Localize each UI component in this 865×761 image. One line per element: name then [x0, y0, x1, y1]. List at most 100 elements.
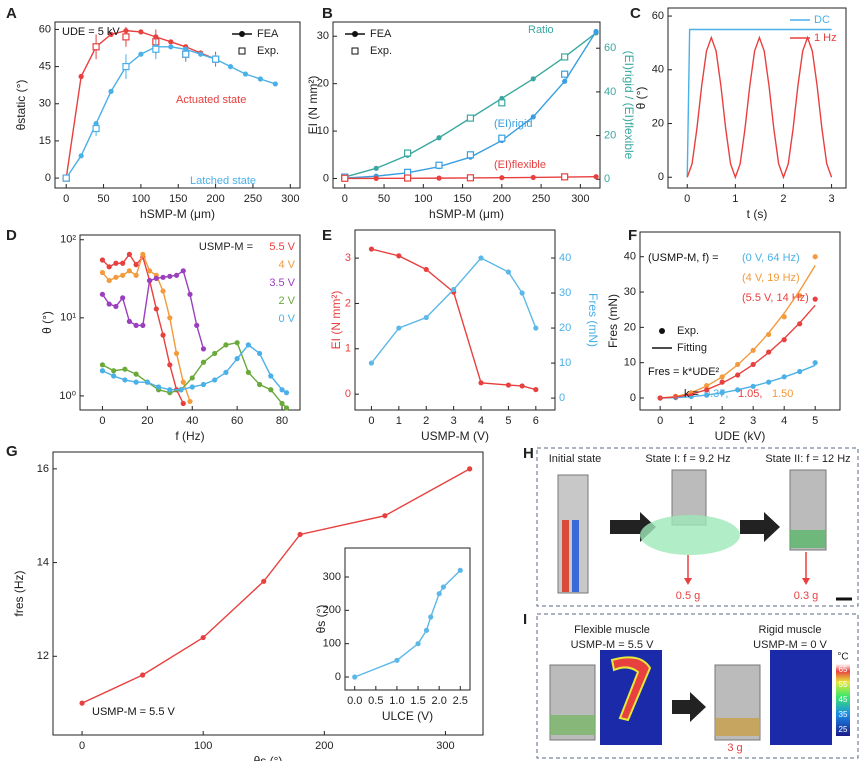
data-point — [212, 350, 218, 357]
data-point — [440, 584, 446, 590]
y-tick-label: 300 — [323, 571, 341, 583]
data-point — [467, 466, 473, 472]
x-tick-label: 200 — [206, 193, 224, 205]
data-point — [423, 266, 429, 273]
data-point — [212, 377, 218, 383]
legend-label: Exp. — [677, 325, 699, 337]
data-point — [272, 81, 278, 87]
data-point — [519, 383, 525, 389]
data-point — [133, 322, 139, 328]
y-tick-label: 14 — [37, 556, 49, 568]
series-line — [660, 265, 816, 399]
data-point — [268, 387, 274, 393]
data-point — [168, 44, 174, 50]
y-tick-label: 10⁰ — [59, 390, 76, 402]
photo-caption: State I: f = 9.2 Hz — [645, 453, 730, 465]
x-tick-label: 2 — [780, 193, 786, 205]
x-tick-label: 100 — [194, 740, 212, 752]
y-tick-label: 10 — [317, 125, 329, 137]
legend-label: FEA — [370, 28, 392, 40]
data-point — [593, 28, 599, 35]
y2-tick-label: 10 — [559, 357, 571, 369]
y-axis-label: Fres (mN) — [606, 294, 620, 348]
x-tick-label: 5 — [812, 415, 818, 427]
data-point — [423, 627, 430, 633]
colorbar-tick-label: 45 — [839, 695, 848, 704]
y-axis-label: θs (°) — [314, 605, 328, 634]
data-point — [223, 369, 229, 376]
data-point — [562, 78, 568, 84]
data-point — [593, 174, 599, 180]
data-point — [120, 272, 126, 278]
data-point — [140, 251, 146, 257]
data-point — [126, 268, 132, 274]
data-point — [122, 366, 128, 372]
series-line — [660, 364, 816, 399]
data-point — [187, 291, 193, 297]
legend-label: Fitting — [677, 342, 707, 354]
x-tick-label: 60 — [231, 415, 243, 427]
y2-axis-label: (EI)rigid / (EI)flexible — [622, 51, 636, 160]
data-point — [122, 33, 130, 41]
data-point — [200, 359, 207, 365]
photo-panel: I Flexible muscle USMP-M = 5.5 V Rigid m… — [523, 611, 859, 759]
x-tick-label: 0.0 — [347, 695, 362, 707]
x-tick-label: 0 — [63, 193, 69, 205]
load-label: 0.3 g — [794, 590, 818, 602]
annotation: Actuated state — [176, 94, 246, 106]
x-tick-label: 3 — [829, 193, 835, 205]
x-axis-label: hSMP-M (μm) — [140, 207, 215, 221]
plot-frame — [332, 21, 601, 189]
k-label: 1.05, — [738, 388, 762, 400]
data-point — [146, 277, 153, 284]
data-point — [466, 151, 475, 159]
load-label: 0.5 g — [676, 590, 700, 602]
y-tick-label: 2 — [345, 297, 351, 309]
data-point — [245, 342, 251, 348]
x-axis-label: hSMP-M (μm) — [429, 207, 504, 221]
data-point — [227, 63, 234, 70]
data-point — [382, 513, 388, 519]
data-point — [352, 674, 358, 680]
panel-label: D — [6, 227, 17, 244]
data-point — [373, 175, 379, 181]
data-point — [404, 149, 412, 157]
data-point — [198, 51, 204, 57]
x-axis-label: UDE (kV) — [715, 429, 766, 443]
x-tick-label: 300 — [571, 193, 589, 205]
data-point — [111, 373, 117, 379]
data-point — [187, 398, 193, 405]
data-point — [519, 290, 525, 296]
y2-tick-label: 20 — [604, 129, 616, 141]
y-tick-label: 30 — [624, 286, 636, 298]
series-line — [101, 269, 205, 350]
data-point — [428, 614, 434, 620]
colorbar-tick-label: 35 — [839, 710, 848, 719]
data-point — [113, 303, 119, 310]
data-point — [113, 260, 119, 266]
series-line — [660, 304, 816, 399]
y-tick-label: 10¹ — [60, 312, 76, 324]
data-point — [140, 322, 146, 328]
y-tick-label: 60 — [39, 23, 51, 35]
y-tick-label: 60 — [652, 10, 664, 22]
plot-frame — [354, 229, 556, 411]
y-tick-label: 20 — [317, 78, 329, 90]
x-tick-label: 1.0 — [389, 695, 404, 707]
x-tick-label: 2.0 — [432, 695, 447, 707]
legend-label: FEA — [257, 28, 279, 40]
plot-frame — [344, 547, 471, 691]
data-point — [133, 262, 139, 268]
y2-tick-label: 60 — [604, 42, 616, 54]
legend-swatch — [238, 47, 246, 55]
data-point — [404, 174, 412, 182]
x-axis-label: USMP-M (V) — [421, 429, 489, 443]
data-point — [138, 29, 144, 35]
x-tick-label: 1 — [688, 415, 694, 427]
panel-label: I — [523, 611, 527, 628]
x-axis-label: f (Hz) — [175, 429, 204, 443]
x-tick-label: 5 — [505, 415, 511, 427]
y-tick-label: 0 — [345, 388, 351, 400]
data-point — [99, 257, 106, 263]
data-point — [211, 55, 220, 63]
